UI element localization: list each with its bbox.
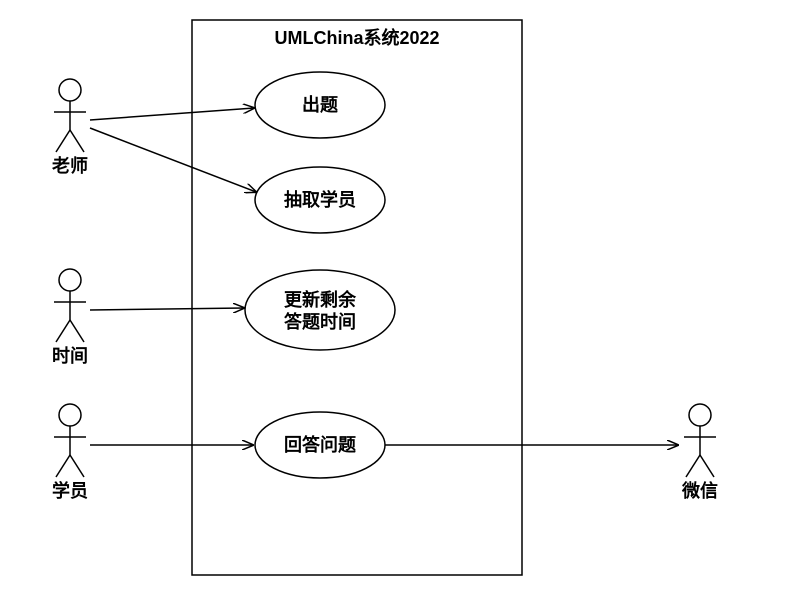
- usecase-answer: 回答问题: [255, 412, 385, 478]
- use-case-diagram: UMLChina系统2022 老师时间学员 微信 出题抽取学员更新剩余答题时间回答问题: [0, 0, 802, 595]
- usecase-label-pick-student: 抽取学员: [284, 189, 356, 210]
- actor-label-wechat: 微信: [681, 480, 718, 501]
- usecase-make-question: 出题: [255, 72, 385, 138]
- actor-label-student: 学员: [52, 480, 88, 501]
- actor-teacher: 老师: [52, 79, 88, 176]
- system-boundary: [192, 20, 522, 575]
- system-title: UMLChina系统2022: [274, 27, 439, 48]
- edge-teacher-pick-student: [90, 128, 256, 192]
- usecase-label-update-time-line1: 更新剩余: [284, 289, 357, 310]
- actor-label-teacher: 老师: [52, 155, 88, 176]
- edge-time-update-time: [90, 308, 244, 310]
- usecase-update-time: 更新剩余答题时间: [245, 270, 395, 350]
- actor-student: 学员: [52, 404, 88, 501]
- usecase-label-answer: 回答问题: [284, 434, 357, 455]
- usecase-label-make-question: 出题: [302, 94, 339, 115]
- usecase-label-update-time-line2: 答题时间: [284, 311, 356, 332]
- actor-label-time: 时间: [52, 346, 88, 366]
- actor-wechat: 微信: [681, 404, 718, 501]
- actor-time: 时间: [52, 269, 88, 366]
- usecase-pick-student: 抽取学员: [255, 167, 385, 233]
- edge-teacher-make-question: [90, 108, 254, 120]
